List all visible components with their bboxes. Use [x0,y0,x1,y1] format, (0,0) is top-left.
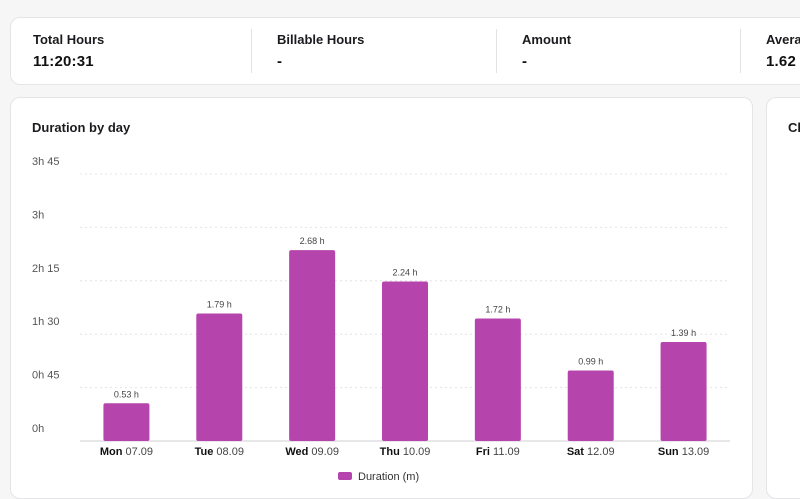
x-tick-date: 10.09 [403,446,431,458]
x-tick-date: 09.09 [311,446,339,458]
x-tick-label: Wed 09.09 [285,446,339,458]
y-tick-label: 3h [32,209,44,221]
x-tick-day: Mon [100,446,126,458]
bar [103,403,150,441]
x-tick-date: 08.09 [216,446,244,458]
data-label: 1.72 h [485,305,510,315]
x-tick-label: Sun 13.09 [658,446,709,458]
data-label: 1.39 h [671,328,696,338]
y-tick-label: 0h [32,423,44,435]
y-tick-label: 2h 15 [32,263,60,275]
bar [196,313,243,441]
y-tick-label: 1h 30 [32,316,60,328]
divider [496,29,497,73]
chart-title: Duration by day [32,120,131,135]
stat-value: - [522,53,528,70]
duration-chart: 0h 0h 45 1h 30 2h 15 3h 3h 45 0.53 h Mon 07.09 1… [32,156,730,483]
side-card-title: Cl [788,120,800,135]
bar [567,370,614,441]
stat-value: 1.62 [766,53,796,70]
stat-value: 11:20:31 [33,53,94,70]
x-tick-day: Tue [195,446,217,458]
x-tick-day: Wed [285,446,311,458]
y-tick-label: 3h 45 [32,156,60,168]
legend-swatch [338,472,352,480]
bar [660,342,707,441]
x-tick-day: Sat [567,446,587,458]
divider [740,29,741,73]
x-tick-label: Tue 08.09 [195,446,244,458]
x-tick-label: Mon 07.09 [100,446,153,458]
x-tick-date: 07.09 [125,446,153,458]
x-tick-day: Thu [380,446,403,458]
y-tick-label: 0h 45 [32,370,60,382]
x-tick-day: Sun [658,446,682,458]
stat-label: Avera [766,32,800,47]
stat-value: - [277,53,283,70]
bar [289,250,336,441]
data-label: 2.24 h [392,268,417,278]
x-tick-date: 13.09 [682,446,710,458]
stat-label: Billable Hours [277,32,365,47]
x-tick-day: Fri [476,446,493,458]
side-card: Cl [766,97,800,499]
bar [382,281,428,441]
data-label: 2.68 h [300,236,325,246]
stat-label: Amount [522,32,572,47]
divider [251,29,252,73]
data-label: 0.99 h [578,357,603,367]
data-label: 1.79 h [207,300,232,310]
x-tick-label: Thu 10.09 [380,446,431,458]
x-tick-date: 11.09 [493,446,520,458]
data-label: 0.53 h [114,389,139,399]
x-tick-label: Fri 11.09 [476,446,520,458]
x-tick-label: Sat 12.09 [567,446,615,458]
x-tick-date: 12.09 [587,446,615,458]
stat-label: Total Hours [33,32,105,47]
legend-label: Duration (m) [358,471,419,483]
bar [474,318,521,441]
stats-bar: Total Hours 11:20:31 Billable Hours - Am… [10,17,800,85]
